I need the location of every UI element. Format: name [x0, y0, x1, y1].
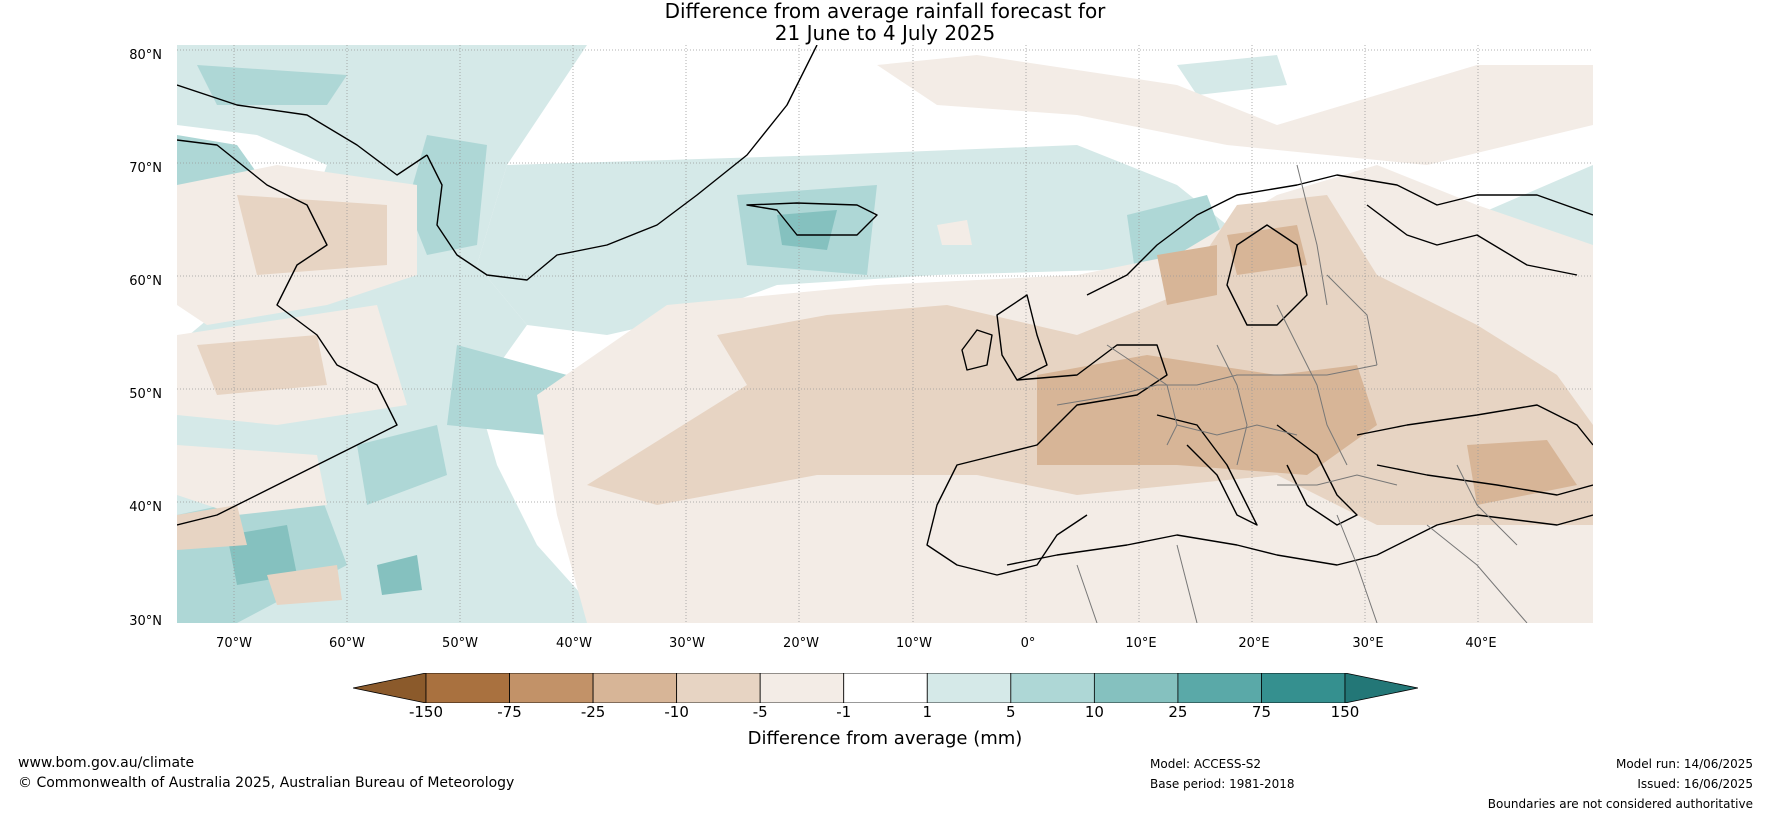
lon-label-10e: 10°E	[1125, 636, 1157, 651]
website-text: www.bom.gov.au/climate	[18, 755, 195, 771]
colorbar-tick-label: 75	[1251, 703, 1271, 721]
lat-label-40n: 40°N	[129, 500, 162, 515]
colorbar-segment	[759, 672, 845, 704]
disclaimer-text: Boundaries are not considered authoritat…	[1487, 797, 1753, 811]
colorbar-segment	[843, 672, 928, 704]
lon-label-30w: 30°W	[669, 636, 705, 651]
base-period-text: Base period: 1981-2018	[1150, 777, 1295, 791]
colorbar-tick-label: -5	[752, 703, 768, 721]
colorbar-segment	[1093, 672, 1179, 704]
lon-label-50w: 50°W	[442, 636, 478, 651]
colorbar-tick-label: 150	[1330, 703, 1360, 721]
lon-label-10w: 10°W	[896, 636, 932, 651]
lat-label-30n: 30°N	[129, 614, 162, 629]
colorbar-segment-above-max	[1344, 672, 1419, 704]
lat-label-80n: 80°N	[129, 48, 162, 63]
colorbar-segment	[926, 672, 1012, 704]
lon-label-20e: 20°E	[1238, 636, 1270, 651]
lon-label-70w: 70°W	[216, 636, 252, 651]
colorbar	[352, 672, 1419, 704]
graticule	[177, 45, 1593, 623]
map-title-line2: 21 June to 4 July 2025	[774, 21, 996, 45]
colorbar-tick-label: -1	[836, 703, 852, 721]
colorbar-tick-label: 10	[1084, 703, 1104, 721]
lon-label-40e: 40°E	[1465, 636, 1497, 651]
colorbar-segment	[676, 672, 761, 704]
lat-label-50n: 50°N	[129, 387, 162, 402]
lon-label-20w: 20°W	[783, 636, 819, 651]
issued-text: Issued: 16/06/2025	[1637, 777, 1753, 791]
dry-anomaly-regions-strong	[1037, 225, 1577, 505]
colorbar-tick-label: -25	[580, 703, 606, 721]
colorbar-segment	[592, 672, 678, 704]
colorbar-title: Difference from average (mm)	[747, 728, 1023, 749]
colorbar-tick-label: 1	[922, 703, 933, 721]
colorbar-segment	[425, 672, 510, 704]
lon-label-0: 0°	[1020, 636, 1036, 651]
colorbar-segment-below-min	[352, 672, 427, 704]
colorbar-tick-label: 5	[1006, 703, 1016, 721]
colorbar-segment	[1261, 672, 1346, 704]
lon-label-60w: 60°W	[329, 636, 365, 651]
colorbar-tick-label: -75	[497, 703, 522, 721]
map-title-line1: Difference from average rainfall forecas…	[664, 0, 1106, 23]
country-borders	[1056, 164, 1528, 623]
colorbar-tick-label: -10	[664, 703, 689, 721]
model-text: Model: ACCESS-S2	[1150, 757, 1262, 771]
rainfall-anomaly-map	[177, 45, 1593, 623]
colorbar-segment	[1010, 672, 1095, 704]
colorbar-segment	[509, 672, 594, 704]
colorbar-segment	[1177, 672, 1262, 704]
lon-label-30e: 30°E	[1352, 636, 1384, 651]
model-run-text: Model run: 14/06/2025	[1615, 757, 1753, 771]
lon-label-40w: 40°W	[556, 636, 592, 651]
lat-label-70n: 70°N	[129, 161, 162, 176]
copyright-text: © Commonwealth of Australia 2025, Austra…	[18, 775, 515, 791]
lat-label-60n: 60°N	[129, 274, 162, 289]
colorbar-tick-label: 25	[1168, 703, 1188, 721]
colorbar-tick-label: -150	[408, 703, 444, 721]
